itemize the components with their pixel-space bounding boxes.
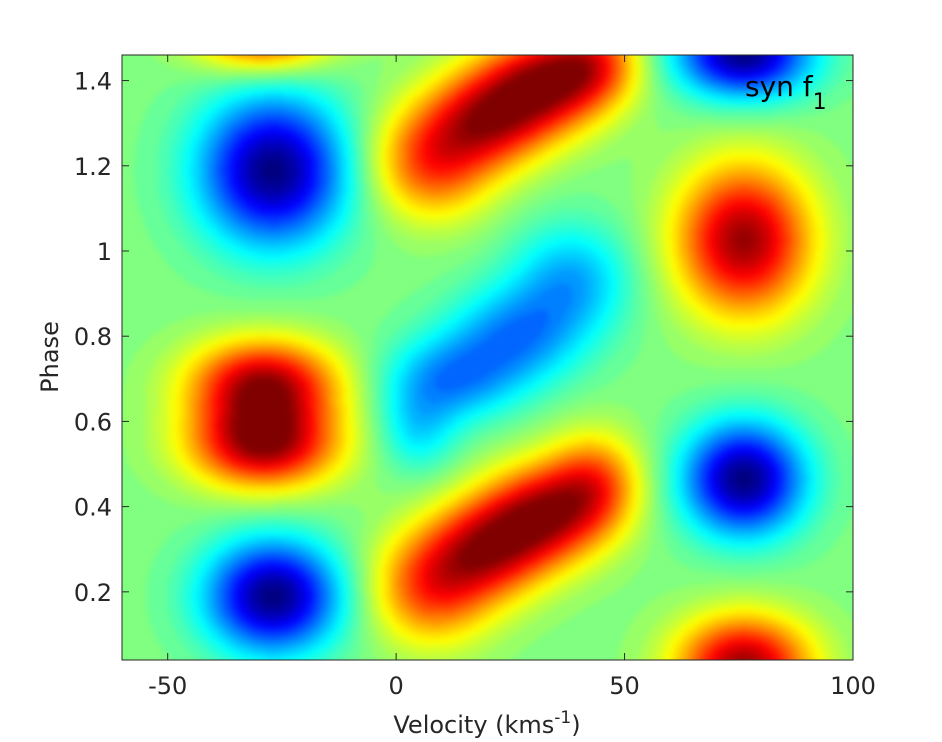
plot-frame xyxy=(121,54,854,661)
y-tick-label: 1.2 xyxy=(74,153,112,181)
x-axis-ticks: -50 0 50 100 xyxy=(148,55,876,700)
y-tick-label: 0.2 xyxy=(74,579,112,607)
x-tick-label: 0 xyxy=(388,672,403,700)
y-axis-ticks: 0.2 0.4 0.6 0.8 1 1.2 1.4 xyxy=(74,68,853,607)
plot-area xyxy=(122,55,853,660)
y-tick-label: 1.4 xyxy=(74,68,112,96)
y-tick-label: 0.6 xyxy=(74,408,112,436)
y-tick-label: 1 xyxy=(97,238,112,266)
y-tick-label: 0.4 xyxy=(74,494,112,522)
x-tick-label: -50 xyxy=(148,672,187,700)
y-tick-label: 0.8 xyxy=(74,323,112,351)
x-tick-label: 100 xyxy=(830,672,876,700)
x-axis-label: Velocity (kms-1) xyxy=(393,708,580,739)
x-tick-label: 50 xyxy=(609,672,640,700)
heatmap xyxy=(122,55,853,660)
y-axis-label: Phase xyxy=(36,321,64,393)
annotation-label: syn f1 xyxy=(745,70,827,115)
